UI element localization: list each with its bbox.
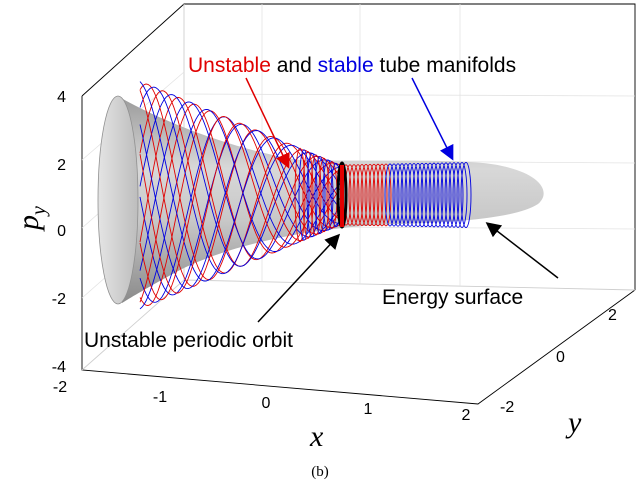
unstable-manifold-strand — [139, 116, 341, 301]
svg-text:py: py — [12, 206, 50, 232]
x-tick: 0 — [262, 395, 271, 412]
energy-surface-label: Energy surface — [382, 286, 523, 309]
stable-manifold-loop — [416, 162, 428, 228]
stable-arrow — [411, 77, 454, 161]
unstable-manifold-loop — [360, 164, 372, 226]
stable-manifold-loop — [440, 162, 452, 228]
stable-manifold-loop — [420, 162, 432, 228]
stable-manifold-strand — [139, 81, 341, 282]
z-tick-labels: 4 2 0 -2 -4 — [52, 89, 66, 376]
stable-manifold-loop — [388, 163, 400, 227]
z-tick: 2 — [57, 157, 66, 174]
stable-manifold-loop — [384, 163, 396, 227]
energy-surface-arrow — [485, 222, 559, 279]
z-tick: -4 — [52, 359, 66, 376]
manifold-loop — [310, 154, 322, 236]
title-and-word: and — [271, 54, 318, 77]
title-stable-word: stable — [318, 54, 374, 77]
stable-manifold-loop — [396, 163, 408, 227]
stable-manifold-loop — [452, 162, 464, 228]
z-axis-title-sub: y — [28, 206, 50, 217]
x-tick: 2 — [462, 407, 471, 424]
figure-caption: (b) — [311, 464, 329, 480]
stable-manifold-loop — [424, 162, 436, 228]
z-axis-title-main: p — [12, 215, 45, 232]
z-axis-title: py — [12, 206, 50, 232]
stable-manifold-loop — [444, 162, 456, 228]
y-tick-labels: -2 0 2 — [500, 307, 617, 416]
stable-manifold-loop — [460, 162, 472, 228]
unstable-manifold-strand — [139, 122, 341, 294]
stable-manifold-loop — [432, 162, 444, 228]
manifold-loop — [314, 156, 326, 234]
energy-surface-mouth — [97, 95, 139, 305]
y-tick: -2 — [500, 399, 514, 416]
unstable-manifold-loop — [364, 163, 376, 227]
z-tick: -2 — [52, 291, 66, 308]
title-rest: tube manifolds — [374, 54, 516, 77]
periodic-orbit-label: Unstable periodic orbit — [84, 329, 293, 352]
stable-manifold-loop — [436, 162, 448, 228]
manifold-loop — [302, 151, 314, 239]
unstable-manifold-loop — [372, 163, 384, 227]
title-unstable-word: Unstable — [188, 54, 271, 77]
manifold-loop — [322, 159, 334, 231]
unstable-manifold-loop — [380, 163, 392, 227]
z-tick: 4 — [57, 89, 66, 106]
manifold-loop — [294, 147, 306, 243]
x-axis-title: x — [309, 420, 324, 453]
stable-manifold-loop — [404, 163, 416, 227]
x-tick-labels: -2 -1 0 1 2 — [53, 379, 471, 424]
unstable-manifold-loop — [376, 163, 388, 227]
unstable-manifold-loop — [352, 164, 364, 226]
stable-manifold-loop — [428, 162, 440, 228]
unstable-manifold-loop — [348, 164, 360, 226]
y-tick: 2 — [608, 307, 617, 324]
unstable-arrow — [245, 77, 290, 169]
stable-manifold-loop — [392, 163, 404, 227]
manifold-loop — [306, 152, 318, 238]
stable-manifold-loop — [448, 162, 460, 228]
periodic-orbit — [336, 161, 348, 229]
x-tick: -2 — [53, 379, 67, 396]
z-tick: 0 — [57, 223, 66, 240]
stable-manifold-loop — [412, 162, 424, 228]
stable-manifold-loop — [400, 163, 412, 227]
manifolds-title: Unstable and stable tube manifolds — [188, 54, 516, 77]
manifold-loop — [318, 157, 330, 233]
manifold-loop — [298, 149, 310, 241]
y-tick: 0 — [556, 349, 565, 366]
stable-manifold-strand — [139, 124, 341, 290]
periodic-orbit-arrow — [257, 233, 341, 323]
x-tick: -1 — [153, 389, 167, 406]
stable-manifold-loop — [408, 163, 420, 227]
stable-manifold-loop — [456, 162, 468, 228]
x-tick: 1 — [364, 401, 373, 418]
unstable-manifold-loop — [356, 164, 368, 226]
y-axis-title: y — [565, 406, 582, 439]
unstable-manifold-loop — [368, 163, 380, 227]
tube-manifolds — [139, 81, 472, 310]
